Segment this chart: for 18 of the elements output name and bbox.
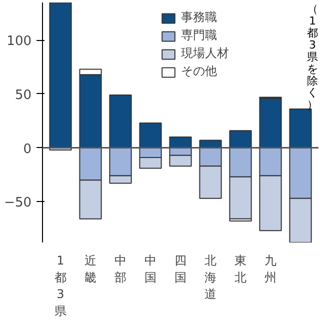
legend-label: 事務職 — [181, 9, 217, 26]
x-tick-label: 中部 — [114, 254, 126, 284]
x-tick-label: 四国 — [174, 254, 186, 284]
text: （1都3県を除く） — [307, 2, 318, 112]
legend-label: その他 — [181, 63, 217, 80]
y-tick-label: 50 — [14, 88, 32, 103]
y-tick-label: 100 — [6, 34, 32, 50]
x-tick-label: 九州 — [264, 254, 276, 284]
x-tick-label: 中国 — [144, 254, 156, 284]
legend-label: 専門職 — [181, 27, 217, 44]
y-tick-label: −50 — [4, 196, 32, 211]
y-tick-label: 0 — [23, 142, 32, 157]
x-tick-label: 1都3県 — [54, 254, 66, 318]
legend-label: 現場人材 — [181, 45, 229, 62]
x-tick-label: 北海道 — [204, 254, 216, 302]
x-tick-label: 東北 — [234, 254, 246, 284]
bar — [49, 2, 72, 148]
x-tick-label: 近畿 — [84, 254, 96, 284]
